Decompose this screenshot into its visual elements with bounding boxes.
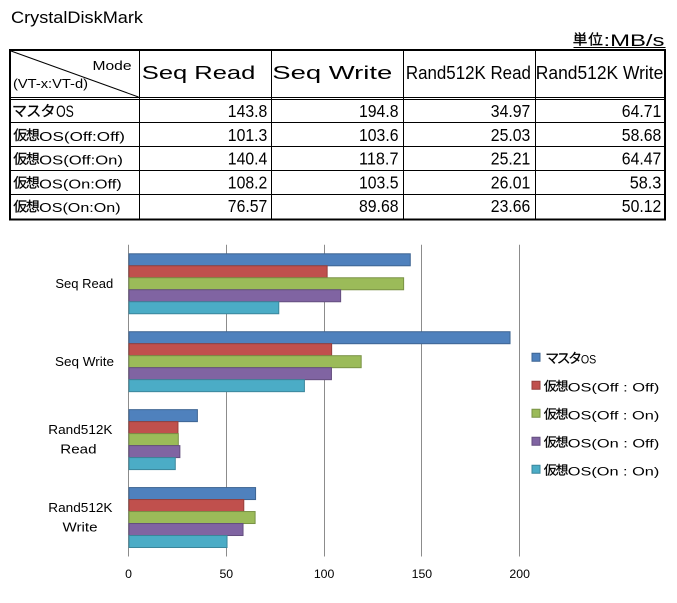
svg-text:50.12: 50.12 — [622, 196, 662, 216]
svg-text:OS(On : On): OS(On : On) — [568, 465, 660, 479]
svg-text:50: 50 — [219, 567, 233, 581]
svg-text:200: 200 — [509, 567, 530, 581]
svg-text:34.97: 34.97 — [491, 101, 531, 121]
svg-text:(VT-x:VT-d): (VT-x:VT-d) — [13, 76, 88, 91]
svg-text:108.2: 108.2 — [228, 172, 268, 192]
svg-text:118.7: 118.7 — [359, 149, 399, 169]
svg-text::MB/s: :MB/s — [604, 31, 665, 50]
svg-text:143.8: 143.8 — [228, 101, 268, 121]
svg-text:Rand512K: Rand512K — [48, 422, 113, 437]
svg-text:OS: OS — [56, 103, 74, 121]
svg-text:26.01: 26.01 — [491, 172, 531, 192]
svg-text:CrystalDiskMark: CrystalDiskMark — [11, 8, 144, 27]
svg-text:103.6: 103.6 — [359, 125, 399, 145]
svg-text:OS(On:On): OS(On:On) — [39, 200, 120, 215]
svg-text:23.66: 23.66 — [491, 196, 531, 216]
svg-text:Seq Write: Seq Write — [272, 63, 392, 83]
svg-text:140.4: 140.4 — [228, 149, 268, 169]
svg-text:101.3: 101.3 — [228, 125, 268, 145]
svg-text:Rand512K: Rand512K — [48, 500, 113, 515]
svg-text:89.68: 89.68 — [359, 196, 399, 216]
svg-text:Seq Read: Seq Read — [55, 276, 113, 291]
svg-text:150: 150 — [412, 567, 433, 581]
svg-text:58.68: 58.68 — [622, 125, 662, 145]
svg-text:Rand512K Read: Rand512K Read — [406, 63, 531, 83]
svg-text:25.03: 25.03 — [491, 125, 531, 145]
svg-text:OS: OS — [581, 353, 596, 367]
svg-text:194.8: 194.8 — [359, 101, 399, 121]
svg-text:76.57: 76.57 — [228, 196, 268, 216]
svg-text:Write: Write — [63, 520, 98, 535]
svg-text:64.47: 64.47 — [622, 149, 662, 169]
svg-text:OS(On:Off): OS(On:Off) — [39, 176, 122, 191]
svg-text:OS(Off : Off): OS(Off : Off) — [568, 381, 660, 395]
svg-text:58.3: 58.3 — [630, 172, 662, 192]
svg-text:Seq Read: Seq Read — [142, 63, 256, 83]
svg-text:64.71: 64.71 — [622, 101, 662, 121]
svg-text:25.21: 25.21 — [491, 149, 531, 169]
svg-text:OS(Off : On): OS(Off : On) — [568, 409, 660, 423]
svg-text:Seq Write: Seq Write — [55, 354, 114, 369]
svg-text:OS(Off:Off): OS(Off:Off) — [39, 129, 125, 144]
svg-text:Rand512K Write: Rand512K Write — [536, 63, 664, 83]
svg-text:100: 100 — [314, 567, 335, 581]
svg-text:0: 0 — [125, 567, 132, 581]
svg-text:OS(Off:On): OS(Off:On) — [39, 153, 123, 168]
svg-text:Mode: Mode — [93, 58, 132, 73]
svg-text:103.5: 103.5 — [359, 172, 399, 192]
svg-text:Read: Read — [60, 442, 96, 457]
svg-text:OS(On : Off): OS(On : Off) — [568, 437, 660, 451]
